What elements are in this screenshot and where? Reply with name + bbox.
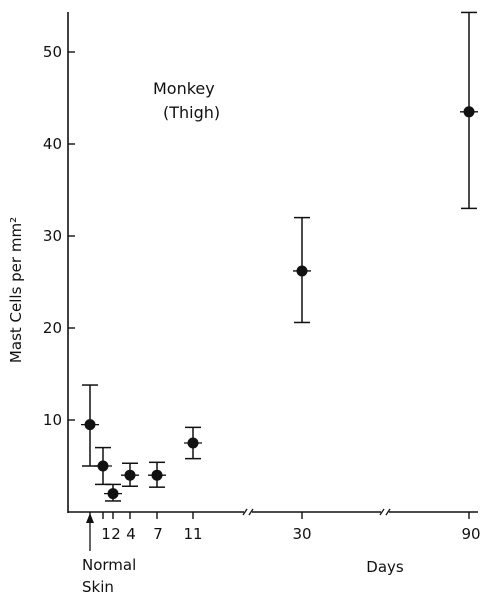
mean-marker [463,106,475,118]
axis-break-mark [379,508,385,516]
data-point-30 [293,216,311,324]
y-tick-label: 20 [43,319,62,337]
y-tick-label: 50 [43,43,62,61]
x-tick-label: 1 [101,525,111,543]
y-ticks: 10 20 30 40 50 [43,43,75,429]
mean-marker [84,419,96,431]
x-tick-label: 90 [461,525,480,543]
axis-break-gap [244,508,252,516]
mean-marker [151,469,163,481]
thigh-label: (Thigh) [163,103,220,122]
y-tick-label: 30 [43,227,62,245]
data-marks [81,11,478,502]
monkey-label: Monkey [153,79,215,98]
normal-label: Normal [82,556,136,574]
axis-break-mark [242,508,248,516]
y-axis-label: Mast Cells per mm² [7,217,25,363]
skin-label: Skin [82,578,114,596]
y-tick-label: 10 [43,411,62,429]
axis-break-mark [248,508,254,516]
x-tick-label: 4 [126,525,136,543]
data-point-7 [148,461,166,488]
x-tick-label: 30 [292,525,311,543]
mean-marker [107,488,119,500]
data-point-1 [94,446,112,486]
axis-break-gap [381,508,389,516]
x-tick-label: 7 [153,525,163,543]
x-tick-label: 2 [111,525,121,543]
y-tick-label: 40 [43,135,62,153]
x-ticks: 1 2 4 7 11 30 90 [89,512,481,543]
mean-marker [97,460,109,472]
x-axis-label: Days [366,558,404,576]
mean-marker [187,437,199,449]
mean-marker [296,265,308,277]
data-point-normal [81,384,99,467]
mean-marker [124,469,136,481]
axes [67,12,478,516]
axis-break-mark [385,508,391,516]
x-tick-label: 11 [183,525,202,543]
data-point-90 [460,11,478,210]
data-point-2 [104,483,122,502]
data-point-11 [184,426,202,460]
data-point-4 [121,462,139,487]
normal-skin-arrow-head [86,513,94,523]
